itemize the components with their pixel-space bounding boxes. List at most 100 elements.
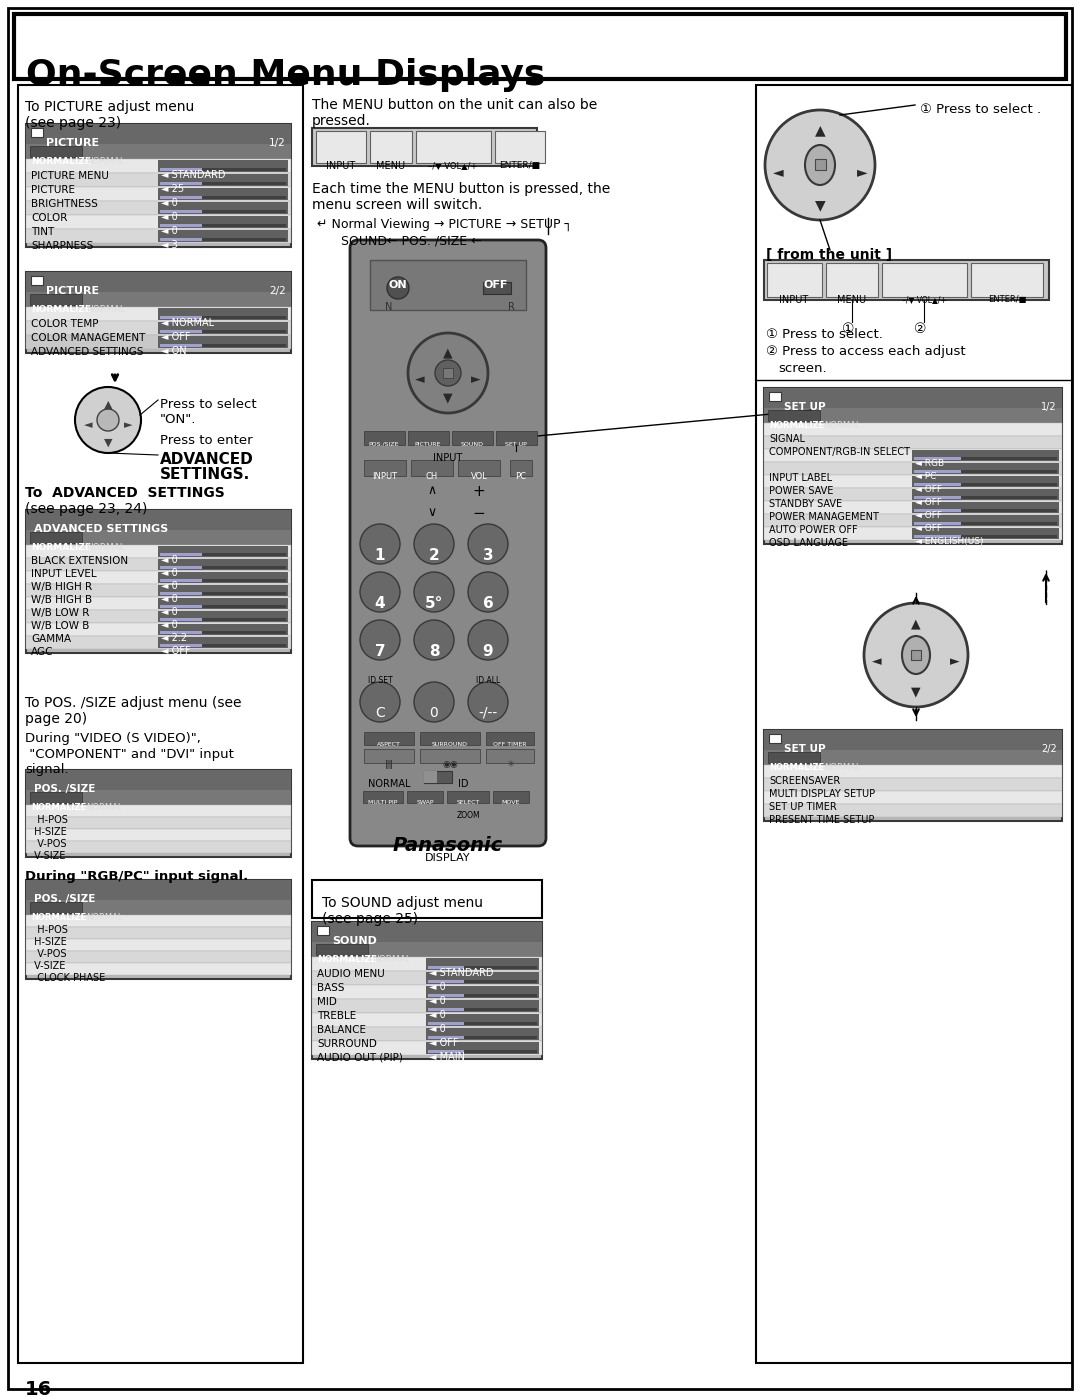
Text: DISPLAY: DISPLAY <box>426 854 471 863</box>
Bar <box>764 475 1062 488</box>
Bar <box>912 489 1059 500</box>
Bar <box>158 624 288 636</box>
Text: MOVE: MOVE <box>502 800 521 805</box>
Text: AGC: AGC <box>31 647 54 657</box>
Bar <box>428 965 464 970</box>
Bar <box>160 605 286 608</box>
Bar <box>428 1037 537 1039</box>
Ellipse shape <box>805 145 835 184</box>
Bar <box>26 817 291 828</box>
Circle shape <box>468 524 508 564</box>
Bar <box>160 344 286 346</box>
Bar <box>420 749 480 763</box>
Bar <box>912 515 1059 527</box>
Bar <box>158 231 288 242</box>
Text: ID ALL: ID ALL <box>476 676 500 685</box>
Bar <box>443 367 453 379</box>
Text: The MENU button on the unit can also be: The MENU button on the unit can also be <box>312 98 597 112</box>
Circle shape <box>864 604 968 707</box>
Text: ◄ RGB: ◄ RGB <box>915 460 944 468</box>
Text: ▼: ▼ <box>912 685 921 698</box>
Bar <box>411 460 453 476</box>
Text: POS./SIZE: POS./SIZE <box>368 441 400 447</box>
Bar <box>26 805 291 817</box>
Bar <box>912 528 1059 539</box>
Bar <box>914 509 1057 511</box>
Text: pressed.: pressed. <box>312 115 370 129</box>
Bar <box>160 196 202 198</box>
Text: ◄ 2.2: ◄ 2.2 <box>161 633 187 643</box>
Bar <box>428 995 464 997</box>
Text: PICTURE MENU: PICTURE MENU <box>31 170 109 182</box>
Bar <box>160 566 202 569</box>
Text: ① Press to select .: ① Press to select . <box>920 103 1041 116</box>
Text: 4: 4 <box>375 597 386 610</box>
Bar <box>769 393 781 401</box>
Text: To PICTURE adjust menu: To PICTURE adjust menu <box>25 101 194 115</box>
Circle shape <box>408 332 488 414</box>
Text: SURROUND: SURROUND <box>318 1039 377 1049</box>
Text: signal.: signal. <box>25 763 69 775</box>
Text: TREBLE: TREBLE <box>318 1011 356 1021</box>
Text: 8: 8 <box>429 644 440 659</box>
Text: ◄ OFF: ◄ OFF <box>915 485 942 495</box>
Text: MENU: MENU <box>377 161 406 170</box>
Text: V-POS: V-POS <box>31 840 67 849</box>
Text: H-SIZE: H-SIZE <box>31 937 67 947</box>
Text: ENTER/■: ENTER/■ <box>988 295 1026 305</box>
Text: On-Screen Menu Displays: On-Screen Menu Displays <box>26 59 545 92</box>
Text: NORMAL: NORMAL <box>86 914 122 922</box>
Bar <box>26 187 291 201</box>
Circle shape <box>468 620 508 659</box>
Bar <box>764 462 1062 475</box>
Bar <box>764 805 1062 817</box>
Circle shape <box>387 277 409 299</box>
Bar <box>26 229 291 243</box>
Bar <box>428 1009 464 1011</box>
Text: BLACK EXTENSION: BLACK EXTENSION <box>31 556 129 566</box>
Text: V-SIZE: V-SIZE <box>31 851 66 861</box>
Bar <box>26 510 291 652</box>
Text: 2/2: 2/2 <box>269 286 286 296</box>
Text: ZOOM: ZOOM <box>456 812 480 820</box>
Bar <box>769 733 781 743</box>
Text: NORMAL: NORMAL <box>824 420 861 430</box>
Text: ② Press to access each adjust: ② Press to access each adjust <box>766 345 966 358</box>
Bar <box>426 972 539 983</box>
Bar <box>764 514 1062 527</box>
Text: "COMPONENT" and "DVI" input: "COMPONENT" and "DVI" input <box>25 747 234 761</box>
Text: OSD LANGUAGE: OSD LANGUAGE <box>769 538 848 548</box>
Bar <box>914 496 1057 499</box>
FancyBboxPatch shape <box>350 240 546 847</box>
Text: ∧: ∧ <box>428 483 436 497</box>
Text: "ON".: "ON". <box>160 414 197 426</box>
Bar <box>31 277 43 285</box>
Bar <box>30 147 82 156</box>
Text: (see page 25): (see page 25) <box>322 912 418 926</box>
Bar <box>158 321 288 334</box>
Bar <box>26 963 291 975</box>
Text: ID: ID <box>458 780 469 789</box>
Text: POWER MANAGEMENT: POWER MANAGEMENT <box>769 511 879 522</box>
Text: NORMALIZE: NORMALIZE <box>31 803 86 812</box>
Bar <box>160 237 202 242</box>
Text: ►: ► <box>950 655 960 668</box>
Text: ◄ 0: ◄ 0 <box>161 555 178 564</box>
Text: ◉◉: ◉◉ <box>442 760 458 768</box>
Text: SURROUND: SURROUND <box>432 742 468 747</box>
Bar <box>364 460 406 476</box>
Bar <box>428 1009 537 1011</box>
Bar <box>26 159 291 173</box>
Bar <box>160 168 202 170</box>
Text: NORMALIZE: NORMALIZE <box>769 763 824 773</box>
Ellipse shape <box>902 636 930 673</box>
Bar <box>510 460 532 476</box>
Text: BALANCE: BALANCE <box>318 1025 366 1035</box>
Circle shape <box>360 620 400 659</box>
Bar <box>420 732 480 745</box>
Text: page 20): page 20) <box>25 712 87 726</box>
Text: 1/2: 1/2 <box>1041 402 1057 412</box>
Bar <box>30 902 82 914</box>
Text: +: + <box>473 483 485 499</box>
Text: During "VIDEO (S VIDEO)",: During "VIDEO (S VIDEO)", <box>25 732 201 745</box>
